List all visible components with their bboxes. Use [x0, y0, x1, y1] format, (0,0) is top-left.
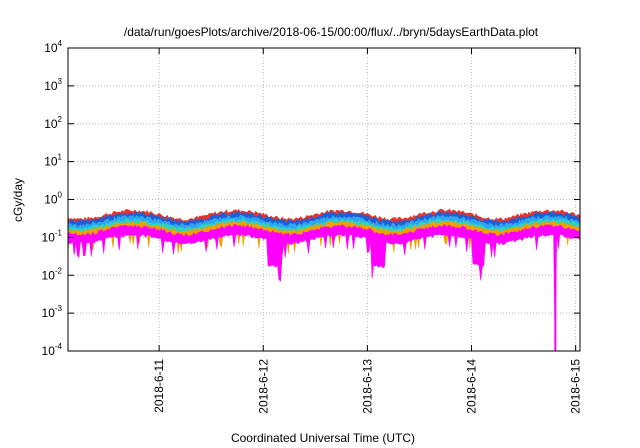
- y-ticks: 10-4 10-3 10-2 10-1 100 101 102 103 104: [42, 39, 580, 358]
- y-tick-label: 103: [44, 77, 62, 93]
- x-tick-label: 2018-6-15: [569, 359, 583, 414]
- y-tick-label: 10-2: [42, 266, 63, 282]
- dropout-spike: [554, 231, 557, 351]
- series-band-5: [67, 224, 581, 352]
- chart-title: /data/run/goesPlots/archive/2018-06-15/0…: [124, 25, 539, 39]
- x-tick-label: 2018-6-12: [256, 359, 270, 414]
- y-tick-label: 10-1: [42, 228, 63, 244]
- x-tick-label: 2018-6-14: [465, 359, 479, 414]
- series-layer: [67, 208, 581, 352]
- x-ticks: 2018-6-11 2018-6-12 2018-6-13 2018-6-14 2018…: [152, 48, 583, 414]
- y-tick-label: 101: [44, 153, 62, 169]
- y-axis-label: cGy/day: [11, 178, 25, 222]
- y-tick-label: 100: [44, 191, 62, 207]
- grid-layer: [68, 48, 580, 351]
- x-tick-label: 2018-6-11: [152, 359, 166, 413]
- x-tick-label: 2018-6-13: [360, 359, 374, 414]
- plot-frame: [67, 47, 581, 352]
- x-axis-label: Coordinated Universal Time (UTC): [231, 431, 415, 445]
- y-tick-label: 104: [44, 39, 62, 55]
- y-tick-label: 10-4: [42, 342, 63, 358]
- y-tick-label: 10-3: [42, 304, 63, 320]
- y-tick-label: 102: [44, 115, 62, 131]
